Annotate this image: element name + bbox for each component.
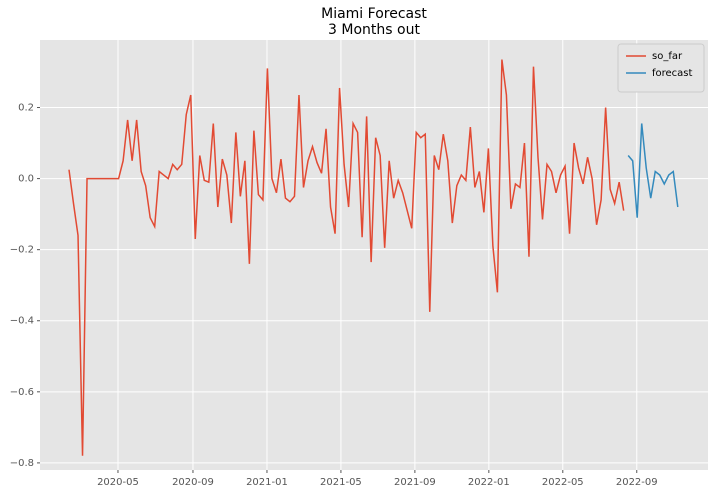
x-tick-label: 2021-01 [246,477,288,488]
x-tick-label: 2021-05 [320,477,362,488]
y-tick-label: 0.0 [18,174,34,185]
x-tick-label: 2022-09 [616,477,658,488]
chart-subtitle: 3 Months out [328,22,420,38]
y-tick-label: −0.4 [10,316,34,327]
x-tick-label: 2020-09 [172,477,214,488]
legend-label: so_far [652,51,683,62]
x-tick-label: 2021-09 [394,477,436,488]
series-line [627,123,679,218]
legend-label: forecast [652,68,693,79]
y-tick-label: −0.2 [10,245,34,256]
y-tick-label: −0.6 [10,387,34,398]
x-tick-label: 2022-05 [542,477,584,488]
y-tick-label: −0.8 [10,458,34,469]
chart-title: Miami Forecast [321,6,427,22]
series-line [68,59,625,456]
y-tick-label: 0.2 [18,103,34,114]
x-tick-label: 2022-01 [468,477,510,488]
x-tick-label: 2020-05 [97,477,139,488]
plot-area [40,40,708,470]
